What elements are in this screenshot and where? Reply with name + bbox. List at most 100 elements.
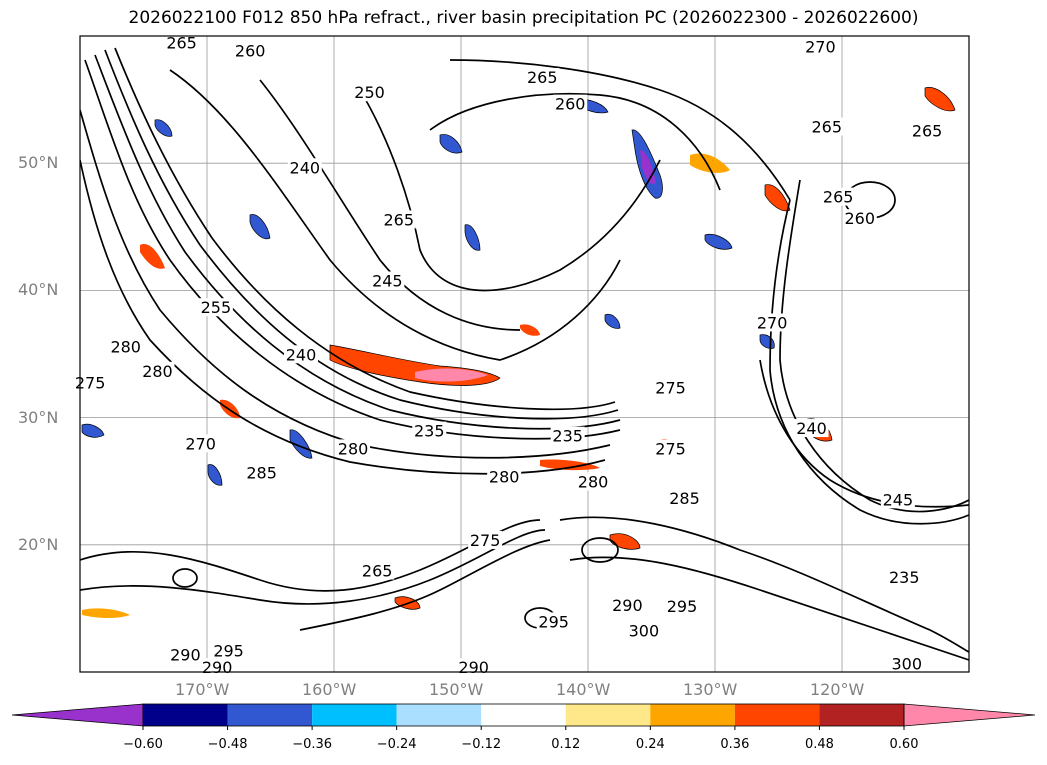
colorbar-tick-label: 0.24 (635, 737, 665, 752)
contour-label-bg (755, 313, 790, 332)
contour-label-text: 265 (823, 188, 854, 207)
contour-label: 250 (352, 83, 387, 102)
colorbar-tick-label: −0.36 (292, 737, 333, 752)
contour-label-text: 290 (170, 645, 201, 664)
contour-label-text: 235 (552, 427, 583, 446)
contour-line (80, 109, 611, 459)
contour-label-text: 280 (489, 467, 520, 486)
lat-tick-label: 40°N (18, 280, 59, 300)
colorbar-tick-label: −0.60 (123, 737, 163, 752)
contour-line (569, 556, 969, 661)
contour-label-bg (887, 567, 922, 586)
contour-label-text: 250 (354, 83, 385, 102)
contour-label: 265 (809, 117, 844, 137)
contour-label-bg (198, 298, 233, 317)
contour-label-text: 235 (414, 422, 445, 441)
contour-label-bg (412, 421, 447, 440)
contour-label-bg (287, 158, 322, 177)
contour-label-bg (244, 463, 279, 482)
contour-label: 240 (287, 158, 322, 177)
shade-patch (604, 314, 621, 329)
contour-label: 280 (336, 439, 371, 458)
contour-label-bg (487, 467, 522, 486)
contour-label-bg (576, 472, 611, 491)
contour-label: 290 (168, 645, 203, 664)
contour-label: 300 (626, 621, 661, 640)
shade-patch (289, 429, 313, 459)
lat-tick-label: 20°N (18, 534, 59, 554)
contour-label-text: 280 (142, 362, 173, 381)
contour-label-text: 255 (201, 298, 232, 317)
contour-label-text: 245 (883, 490, 914, 509)
contour-label: 280 (108, 337, 143, 357)
contour-label-text: 265 (166, 34, 197, 53)
contour-label: 240 (283, 345, 318, 364)
contour-label: 260 (842, 209, 877, 228)
contour-label: 285 (244, 463, 279, 483)
contour-label-text: 270 (185, 434, 216, 453)
contour-label: 265 (164, 33, 199, 53)
contour-label-text: 295 (667, 597, 698, 616)
contour-label-bg (73, 373, 108, 392)
contour-label-bg (468, 530, 503, 549)
contour-label: 265 (910, 121, 945, 140)
contour-label-text: 245 (372, 271, 403, 290)
contour-labels: 265 260 265 250 260 240 265 245 255 240 280 280 275 2… (73, 33, 945, 677)
contour-label: 290 (456, 658, 491, 677)
colorbar-bin (143, 704, 228, 726)
contour-line (769, 199, 969, 525)
contour-label-bg (653, 439, 688, 458)
contour-label-text: 265 (912, 121, 943, 140)
contour-label: 245 (880, 490, 915, 509)
contour-label-text: 290 (612, 596, 643, 615)
contour-label-text: 270 (757, 313, 788, 332)
contour-label-text: 260 (235, 41, 266, 60)
contour-label-bg (610, 595, 645, 614)
contour-label: 235 (887, 567, 922, 587)
contour-label-bg (233, 41, 268, 60)
contour-label-bg (910, 121, 945, 140)
contour-label: 270 (183, 434, 218, 453)
contour-label-bg (168, 645, 203, 664)
colorbar-tick-label: 0.48 (804, 737, 834, 752)
shade-patch (140, 244, 165, 269)
contour-line (84, 59, 621, 440)
contour-line (429, 92, 721, 191)
contour-label-text: 285 (669, 489, 700, 508)
contour-label: 255 (198, 298, 233, 317)
contour-label: 265 (821, 187, 856, 207)
contour-label-bg (809, 117, 844, 136)
contour-label-bg (550, 426, 585, 445)
contour-label-bg (360, 561, 395, 580)
contour-label: 275 (653, 378, 688, 397)
shade-patch (924, 87, 956, 112)
contour-label: 235 (412, 421, 447, 441)
contour-label-text: 275 (470, 531, 501, 550)
contour-label-text: 280 (338, 439, 369, 458)
map-frame (79, 35, 970, 673)
contour-line (759, 359, 969, 508)
shade-patch (464, 224, 481, 251)
contour-label: 275 (468, 530, 503, 550)
colorbar-bin (312, 704, 397, 726)
contour-label: 300 (889, 654, 924, 673)
contour-label-text: 275 (655, 439, 686, 458)
contour-line (80, 529, 546, 605)
colorbar-tick-label: −0.48 (207, 737, 248, 752)
contour-label-bg (352, 83, 387, 102)
contour-label: 280 (140, 361, 175, 381)
contour-label-bg (626, 621, 661, 640)
contour-label-text: 240 (796, 419, 827, 438)
shade-patch (154, 119, 173, 137)
contour-label-text: 260 (845, 209, 876, 228)
contour-label: 275 (653, 439, 688, 458)
lat-tick-label: 30°N (18, 407, 59, 427)
contour-label-bg (370, 271, 405, 290)
contour-label: 260 (233, 41, 268, 60)
contour-label-bg (164, 33, 199, 52)
contour-line (581, 537, 619, 563)
contour-label-text: 295 (213, 642, 244, 661)
shade-patch (704, 234, 733, 250)
contour-label-bg (283, 345, 318, 364)
shade-patch (690, 153, 730, 173)
